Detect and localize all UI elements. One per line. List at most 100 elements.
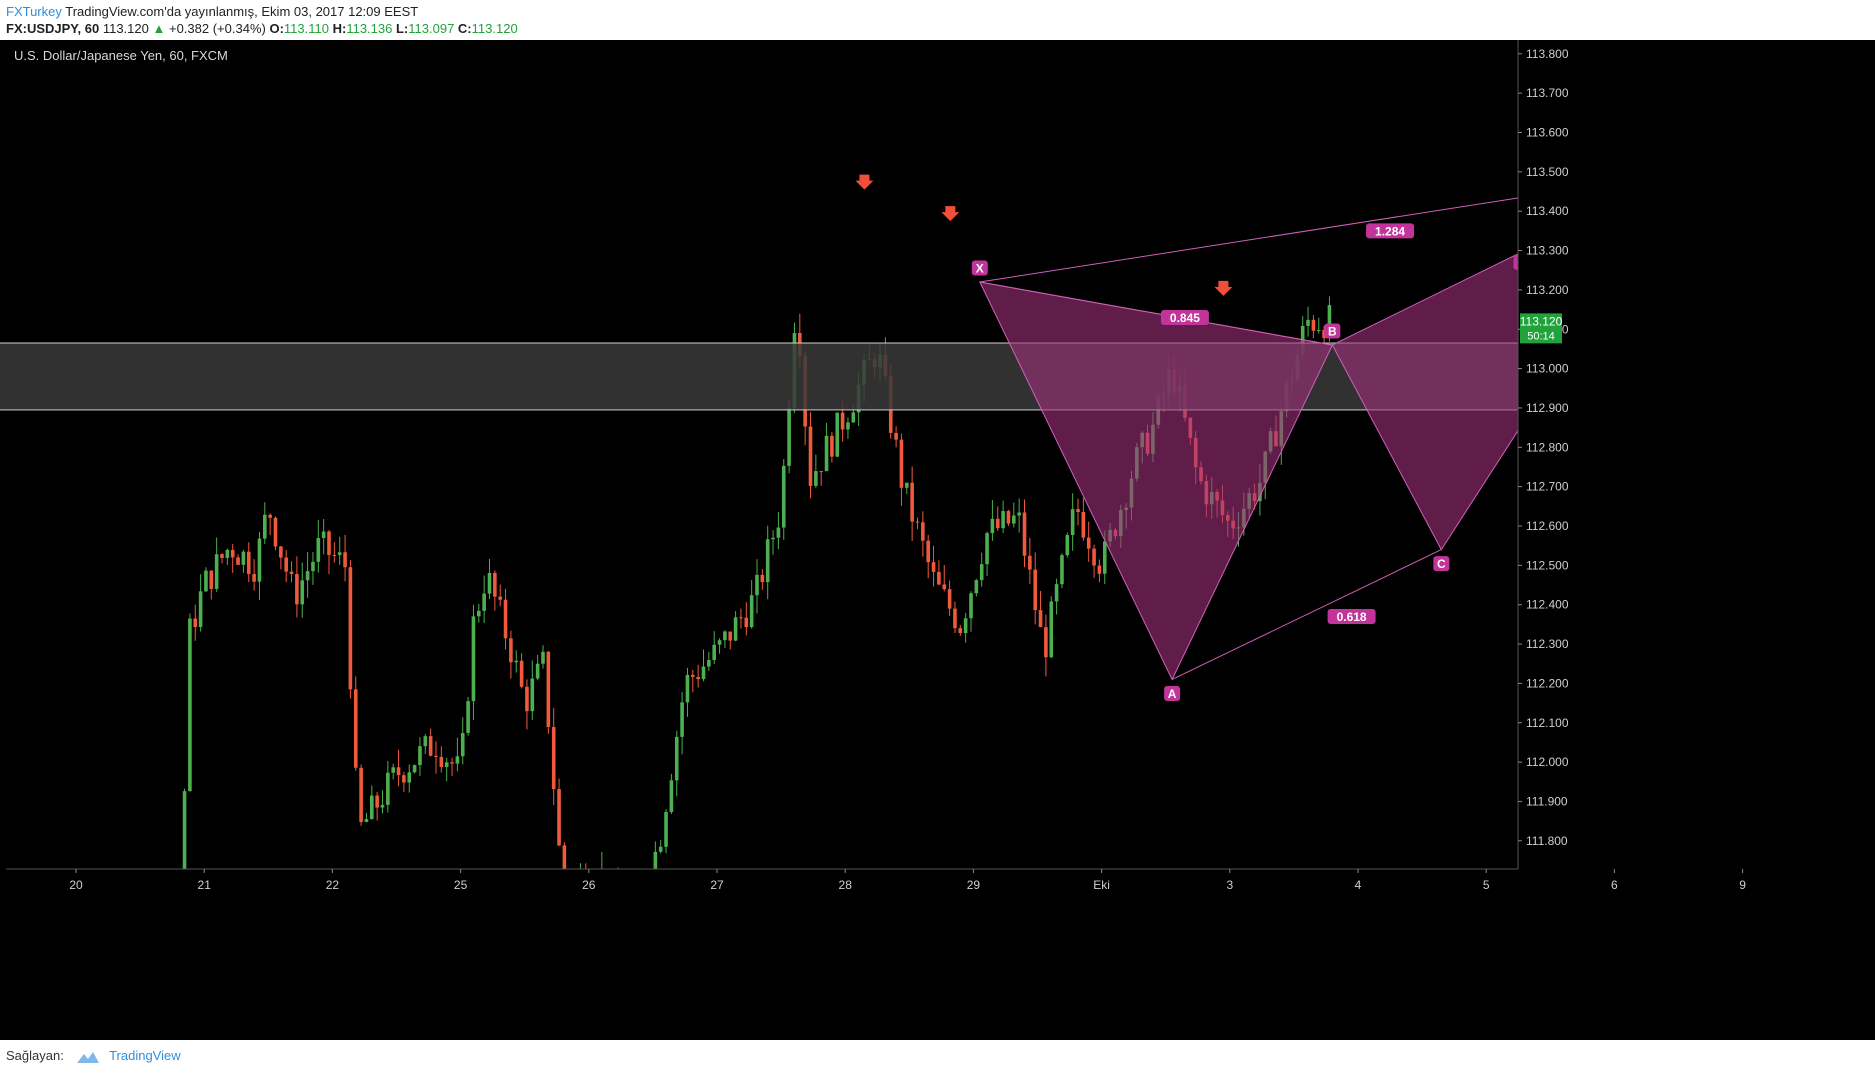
time-axis-background bbox=[0, 869, 1875, 1040]
time-tick-label: 6 bbox=[1611, 878, 1618, 892]
candle-body bbox=[1028, 555, 1032, 570]
candle-body bbox=[1322, 329, 1326, 339]
candle-body bbox=[305, 571, 310, 581]
candle-body bbox=[755, 574, 759, 596]
candle-body bbox=[1044, 627, 1048, 658]
candle-body bbox=[444, 762, 449, 767]
candle-body bbox=[246, 551, 251, 575]
symbol-label[interactable]: FX:USDJPY, 60 bbox=[6, 21, 100, 36]
low-value: 113.097 bbox=[408, 21, 455, 36]
candle-body bbox=[1065, 535, 1070, 556]
pattern-point-x-bg bbox=[971, 260, 988, 276]
change-value: +0.382 (+0.34%) bbox=[168, 21, 266, 36]
candle-body bbox=[749, 595, 754, 628]
candle-body bbox=[910, 482, 914, 522]
price-tick-label: 113.300 bbox=[1526, 244, 1569, 258]
pattern-ratio-label-bg bbox=[1327, 609, 1376, 625]
change-up-icon: ▲ bbox=[152, 21, 166, 36]
candle-body bbox=[958, 628, 963, 634]
price-tick-label: 113.800 bbox=[1526, 47, 1569, 61]
candle-body bbox=[493, 572, 497, 597]
ohlc-legend: FX:USDJPY, 60 113.120 ▲ +0.382 (+0.34%) … bbox=[6, 21, 518, 36]
close-value: 113.120 bbox=[471, 21, 518, 36]
price-tick-label: 113.700 bbox=[1526, 86, 1569, 100]
candle-body bbox=[1006, 511, 1011, 524]
candle-body bbox=[284, 557, 288, 572]
candle-body bbox=[937, 571, 941, 585]
pattern-ratio-label: 1.284 bbox=[1375, 224, 1405, 238]
footer-brand-link[interactable]: TradingView bbox=[109, 1048, 181, 1063]
publisher-link[interactable]: FXTurkey bbox=[6, 4, 62, 19]
price-tick-label: 113.400 bbox=[1526, 204, 1569, 218]
candle-body bbox=[1102, 541, 1107, 574]
candle-body bbox=[712, 644, 716, 661]
candle-body bbox=[787, 408, 791, 466]
candle-body bbox=[407, 772, 412, 783]
candle-body bbox=[386, 772, 390, 805]
candle-body bbox=[198, 591, 203, 628]
candle-body bbox=[664, 812, 668, 847]
candle-body bbox=[439, 756, 444, 767]
price-tick-label: 112.600 bbox=[1526, 519, 1569, 533]
candle-body bbox=[781, 465, 786, 528]
candle-body bbox=[455, 756, 460, 764]
candle-body bbox=[658, 846, 663, 852]
candle-body bbox=[1049, 601, 1054, 658]
time-tick-label: 27 bbox=[710, 878, 724, 892]
candle-body bbox=[279, 546, 283, 558]
candle-body bbox=[840, 412, 845, 430]
candle-body bbox=[1070, 509, 1075, 536]
candle-body bbox=[653, 851, 658, 886]
candle-body bbox=[412, 765, 417, 773]
candle-body bbox=[535, 663, 540, 679]
down-arrow-icon bbox=[941, 206, 960, 222]
price-tick-label: 113.200 bbox=[1526, 283, 1569, 297]
candle-body bbox=[530, 678, 535, 712]
candle-body bbox=[375, 795, 379, 808]
pattern-point-a-bg bbox=[1164, 685, 1181, 701]
candle-body bbox=[402, 775, 406, 783]
candle-body bbox=[514, 660, 519, 663]
time-tick-label: 28 bbox=[839, 878, 853, 892]
publish-line: FXTurkey TradingView.com'da yayınlanmış,… bbox=[6, 4, 418, 19]
candle-body bbox=[974, 580, 979, 594]
candle-body bbox=[498, 596, 502, 600]
candle-body bbox=[295, 574, 299, 605]
candle-body bbox=[1097, 565, 1102, 574]
candle-body bbox=[985, 533, 989, 565]
candle-body bbox=[263, 514, 267, 539]
candle-body bbox=[739, 617, 743, 619]
candle-body bbox=[359, 767, 363, 822]
pattern-point-b: B bbox=[1328, 324, 1337, 338]
candle-body bbox=[674, 736, 679, 781]
price-tick-label: 113.600 bbox=[1526, 126, 1569, 140]
candle-body bbox=[460, 733, 465, 757]
price-tick-label: 112.200 bbox=[1526, 676, 1569, 690]
candle-body bbox=[1060, 555, 1064, 585]
candle-body bbox=[1316, 329, 1321, 331]
candle-body bbox=[268, 514, 272, 518]
candle-body bbox=[482, 593, 486, 611]
candle-body bbox=[257, 538, 262, 582]
price-tick-label: 112.100 bbox=[1526, 716, 1569, 730]
candle-body bbox=[808, 426, 813, 486]
candle-body bbox=[846, 422, 850, 430]
candle-body bbox=[931, 562, 936, 572]
candle-body bbox=[241, 551, 246, 565]
candle-body bbox=[1076, 509, 1080, 513]
candle-body bbox=[915, 521, 920, 523]
candle-body bbox=[273, 517, 278, 547]
candle-body bbox=[337, 552, 342, 556]
pattern-point-c-bg bbox=[1433, 556, 1450, 572]
candle-body bbox=[824, 435, 829, 472]
candle-body bbox=[947, 589, 952, 609]
candle-body bbox=[835, 412, 840, 457]
candle-body bbox=[963, 618, 968, 634]
down-arrow-icon bbox=[855, 174, 874, 190]
candle-body bbox=[380, 804, 385, 808]
candle-body bbox=[1086, 537, 1091, 549]
candle-body bbox=[814, 471, 818, 486]
pattern-ratio-label: 0.845 bbox=[1170, 311, 1200, 325]
candle-body bbox=[765, 539, 770, 583]
